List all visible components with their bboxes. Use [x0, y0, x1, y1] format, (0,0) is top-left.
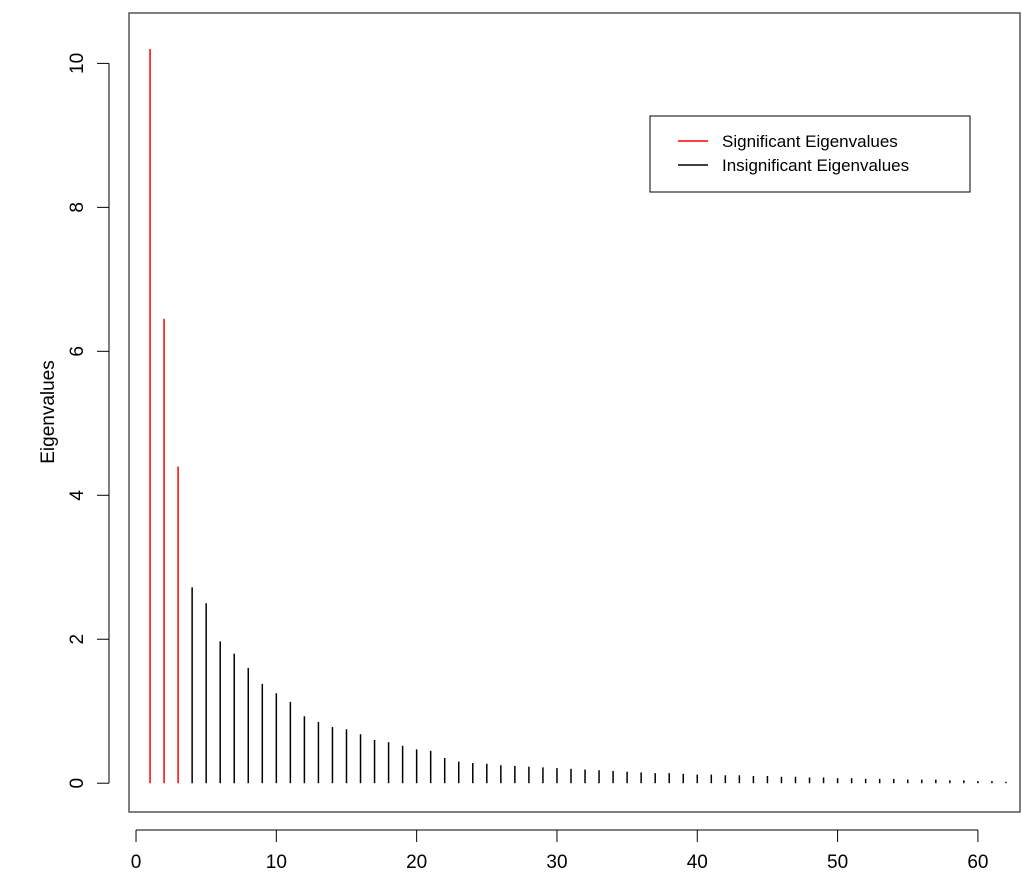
y-tick-label: 8: [67, 202, 88, 213]
x-tick-label: 10: [266, 852, 287, 873]
legend: Significant Eigenvalues Insignificant Eig…: [649, 115, 971, 193]
bars-group: [149, 48, 1007, 784]
y-tick-label: 10: [67, 53, 88, 74]
y-tick-label: 2: [67, 634, 88, 645]
y-axis: 0 2 4 6 8 10: [67, 53, 110, 789]
y-tick-label: 6: [67, 346, 88, 357]
y-axis-title: Eigenvalues: [38, 360, 59, 464]
legend-label: Significant Eigenvalues: [722, 132, 898, 151]
x-tick-label: 40: [687, 852, 708, 873]
plot-frame: [128, 12, 1021, 813]
x-tick-label: 0: [131, 852, 142, 873]
y-tick-label: 0: [67, 778, 88, 789]
x-axis: 0 10 20 30 40 50 60: [131, 829, 988, 873]
legend-label: Insignificant Eigenvalues: [722, 156, 909, 175]
x-tick-label: 30: [546, 852, 567, 873]
legend-box: [649, 115, 971, 193]
x-tick-label: 60: [967, 852, 988, 873]
x-tick-label: 50: [827, 852, 848, 873]
x-tick-label: 20: [406, 852, 427, 873]
y-tick-label: 4: [67, 490, 88, 501]
